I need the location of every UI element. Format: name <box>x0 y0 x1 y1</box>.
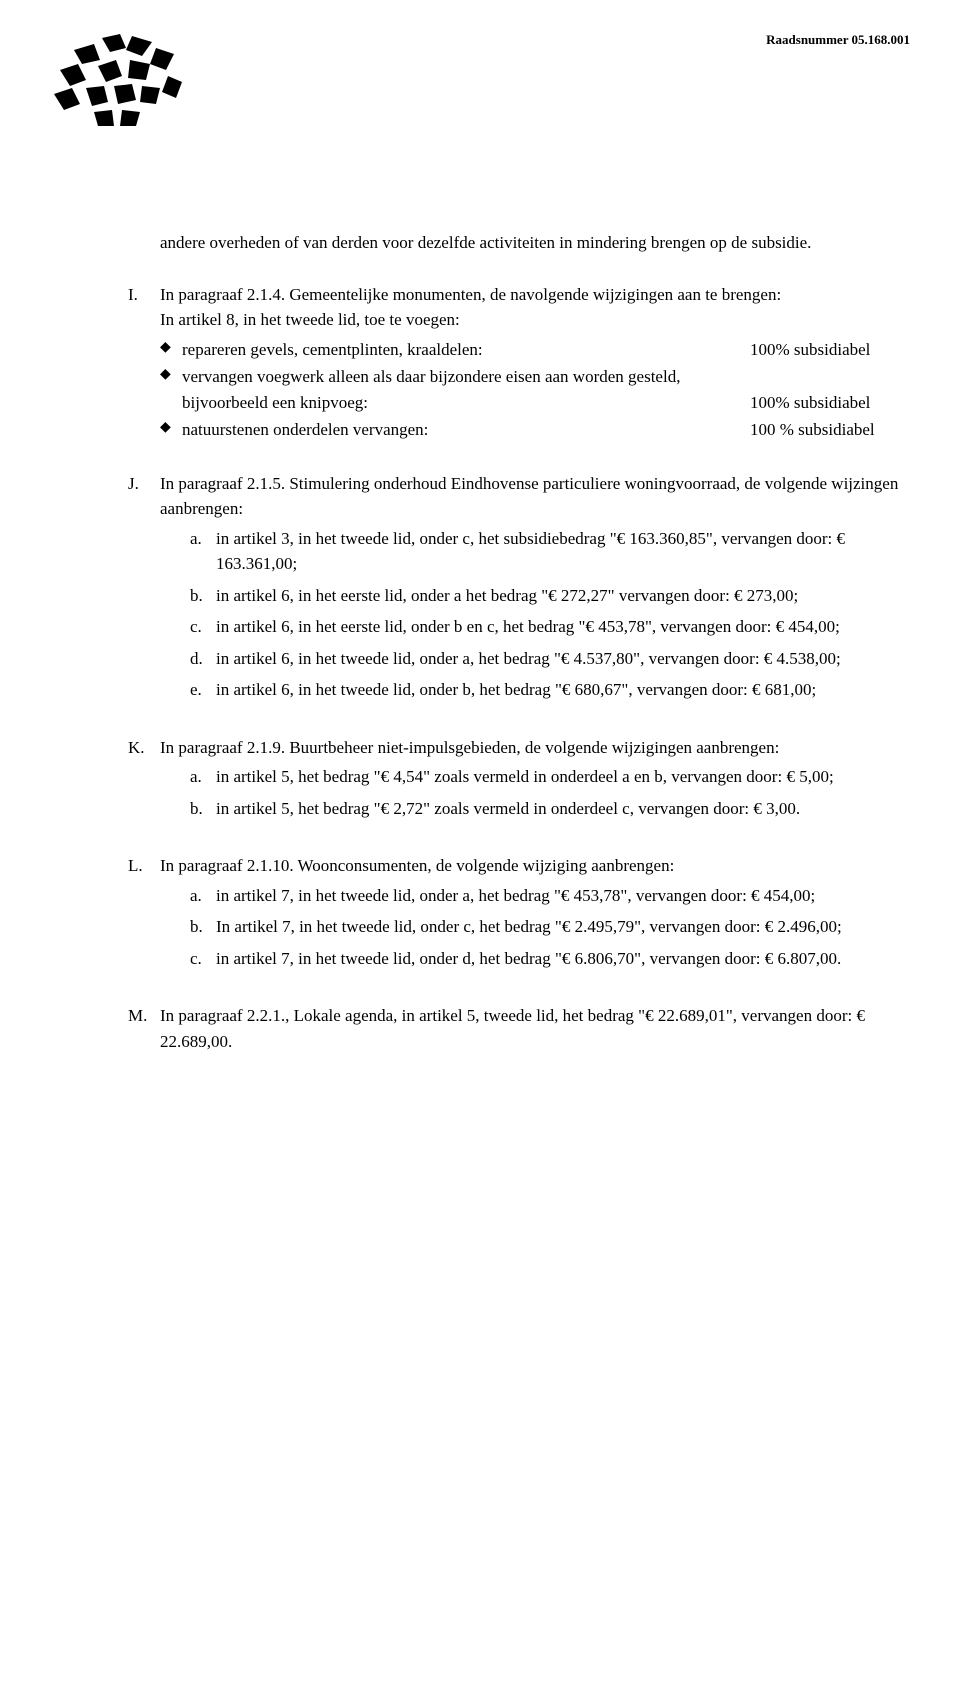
list-item: d.in artikel 6, in het tweede lid, onder… <box>190 646 910 672</box>
section-L: L. In paragraaf 2.1.10. Woonconsumenten,… <box>160 853 910 977</box>
sub-text: in artikel 3, in het tweede lid, onder c… <box>216 526 910 577</box>
list-item: c.in artikel 6, in het eerste lid, onder… <box>190 614 910 640</box>
section-marker: I. <box>128 282 160 308</box>
section-marker: L. <box>128 853 160 879</box>
sub-text: in artikel 5, het bedrag "€ 2,72" zoals … <box>216 796 910 822</box>
sub-text: in artikel 6, in het tweede lid, onder b… <box>216 677 910 703</box>
header-label: Raadsnummer 05.168.001 <box>766 30 910 50</box>
section-lead: In paragraaf 2.1.10. Woonconsumenten, de… <box>160 856 674 875</box>
sub-text: in artikel 6, in het eerste lid, onder b… <box>216 614 910 640</box>
sub-marker: a. <box>190 764 216 790</box>
sub-marker: b. <box>190 914 216 940</box>
sub-marker: a. <box>190 526 216 552</box>
sub-marker: e. <box>190 677 216 703</box>
intro-paragraph: andere overheden of van derden voor deze… <box>160 230 910 256</box>
diamond-icon: ◆ <box>160 417 182 438</box>
bullet-item: ◆ natuurstenen onderdelen vervangen: 100… <box>160 417 910 443</box>
section-marker: J. <box>128 471 160 497</box>
section-line2: In artikel 8, in het tweede lid, toe te … <box>160 307 910 333</box>
section-I: I. In paragraaf 2.1.4. Gemeentelijke mon… <box>160 282 910 445</box>
list-item: b.in artikel 6, in het eerste lid, onder… <box>190 583 910 609</box>
sub-text: in artikel 6, in het eerste lid, onder a… <box>216 583 910 609</box>
list-item: b.In artikel 7, in het tweede lid, onder… <box>190 914 910 940</box>
diamond-icon: ◆ <box>160 337 182 358</box>
bullet-item: ◆ vervangen voegwerk alleen als daar bij… <box>160 364 910 415</box>
section-lead: In paragraaf 2.1.5. Stimulering onderhou… <box>160 474 898 519</box>
bullet-text: vervangen voegwerk alleen als daar bijzo… <box>182 364 750 415</box>
document-content: andere overheden of van derden voor deze… <box>50 230 910 1054</box>
sub-text: in artikel 7, in het tweede lid, onder a… <box>216 883 910 909</box>
section-marker: M. <box>128 1003 160 1029</box>
sub-marker: b. <box>190 583 216 609</box>
sub-marker: b. <box>190 796 216 822</box>
list-item: a.in artikel 3, in het tweede lid, onder… <box>190 526 910 577</box>
section-lead: In paragraaf 2.2.1., Lokale agenda, in a… <box>160 1006 865 1051</box>
section-lead: In paragraaf 2.1.4. Gemeentelijke monume… <box>160 285 781 304</box>
bullet-value: 100% subsidiabel <box>750 337 910 363</box>
sub-text: in artikel 7, in het tweede lid, onder d… <box>216 946 910 972</box>
bullet-value: 100 % subsidiabel <box>750 417 910 443</box>
list-item: b.in artikel 5, het bedrag "€ 2,72" zoal… <box>190 796 910 822</box>
diamond-icon: ◆ <box>160 364 182 385</box>
logo <box>50 30 190 130</box>
section-marker: K. <box>128 735 160 761</box>
list-item: a.in artikel 5, het bedrag "€ 4,54" zoal… <box>190 764 910 790</box>
sub-text: in artikel 6, in het tweede lid, onder a… <box>216 646 910 672</box>
sub-marker: d. <box>190 646 216 672</box>
section-J: J. In paragraaf 2.1.5. Stimulering onder… <box>160 471 910 709</box>
sub-marker: c. <box>190 946 216 972</box>
section-M: M. In paragraaf 2.2.1., Lokale agenda, i… <box>160 1003 910 1054</box>
bullet-value: 100% subsidiabel <box>750 390 910 416</box>
list-item: a.in artikel 7, in het tweede lid, onder… <box>190 883 910 909</box>
sub-marker: c. <box>190 614 216 640</box>
list-item: e.in artikel 6, in het tweede lid, onder… <box>190 677 910 703</box>
sub-text: In artikel 7, in het tweede lid, onder c… <box>216 914 910 940</box>
logo-icon <box>50 30 190 130</box>
section-lead: In paragraaf 2.1.9. Buurtbeheer niet-imp… <box>160 738 779 757</box>
bullet-item: ◆ repareren gevels, cementplinten, kraal… <box>160 337 910 363</box>
list-item: c.in artikel 7, in het tweede lid, onder… <box>190 946 910 972</box>
bullet-text: repareren gevels, cementplinten, kraalde… <box>182 337 750 363</box>
page-header: Raadsnummer 05.168.001 <box>50 30 910 130</box>
bullet-text: natuurstenen onderdelen vervangen: <box>182 417 750 443</box>
sub-text: in artikel 5, het bedrag "€ 4,54" zoals … <box>216 764 910 790</box>
sub-marker: a. <box>190 883 216 909</box>
section-K: K. In paragraaf 2.1.9. Buurtbeheer niet-… <box>160 735 910 828</box>
